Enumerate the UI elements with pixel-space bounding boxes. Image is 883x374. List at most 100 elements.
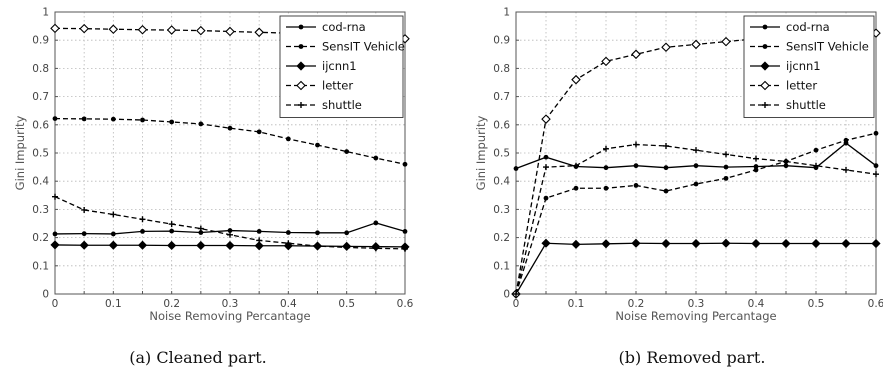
data-point xyxy=(781,238,791,249)
y-tick-label: 0.2 xyxy=(493,232,510,244)
data-point xyxy=(110,231,116,237)
data-point xyxy=(402,228,408,234)
series-cod-rna xyxy=(52,220,408,237)
x-tick-label: 0.2 xyxy=(163,298,180,310)
data-point xyxy=(841,238,851,249)
data-point xyxy=(723,175,729,181)
y-tick-label: 0.8 xyxy=(32,63,49,75)
data-point xyxy=(813,162,819,169)
y-tick-label: 1 xyxy=(503,7,510,19)
data-point xyxy=(254,241,264,251)
x-tick-label: 0.4 xyxy=(280,298,297,310)
data-point xyxy=(603,145,609,152)
data-point xyxy=(50,23,60,34)
y-tick-label: 0 xyxy=(503,289,510,301)
series-ijcnn1 xyxy=(50,240,410,252)
x-tick-label: 0.6 xyxy=(868,298,883,310)
x-axis-label: Noise Removing Percantage xyxy=(149,309,310,323)
data-point xyxy=(137,240,148,250)
data-point xyxy=(52,193,58,200)
legend-label: shuttle xyxy=(322,98,362,112)
data-point xyxy=(285,230,291,235)
data-point xyxy=(843,166,849,173)
y-tick-label: 0.6 xyxy=(32,119,49,131)
data-point xyxy=(601,56,611,67)
data-point xyxy=(197,225,204,232)
data-point xyxy=(873,171,879,178)
y-tick-label: 0 xyxy=(42,289,49,301)
data-point xyxy=(344,149,350,154)
legend-label: letter xyxy=(786,79,817,93)
data-point xyxy=(81,116,87,122)
y-axis-label: Gini Impurity xyxy=(474,115,488,190)
legend-marker xyxy=(760,80,770,91)
data-point xyxy=(169,119,175,125)
x-tick-label: 0.5 xyxy=(338,298,355,310)
data-point xyxy=(139,216,146,223)
data-point xyxy=(631,238,641,248)
data-point xyxy=(315,230,320,236)
data-point xyxy=(723,164,729,170)
data-point xyxy=(169,228,175,234)
x-tick-label: 0 xyxy=(513,298,520,310)
data-point xyxy=(753,164,759,169)
data-point xyxy=(633,141,639,148)
data-point xyxy=(372,245,379,252)
y-tick-label: 0.7 xyxy=(32,91,49,103)
data-point xyxy=(373,155,379,161)
data-point xyxy=(663,188,669,194)
data-point xyxy=(52,231,58,237)
data-point xyxy=(225,26,235,37)
y-tick-label: 1 xyxy=(42,7,49,19)
legend-marker xyxy=(296,80,306,91)
data-point xyxy=(693,147,699,154)
legend-marker xyxy=(296,61,306,71)
data-point xyxy=(198,230,204,235)
x-tick-label: 0.1 xyxy=(568,298,585,310)
legend-label: shuttle xyxy=(786,98,826,112)
x-tick-label: 0.2 xyxy=(628,298,645,310)
data-point xyxy=(691,39,701,50)
legend-marker xyxy=(762,102,768,108)
data-point xyxy=(137,24,148,35)
data-point xyxy=(871,238,881,249)
data-point xyxy=(254,27,264,38)
x-tick-label: 0.4 xyxy=(748,298,765,310)
series-shuttle xyxy=(52,193,408,252)
data-point xyxy=(79,240,89,250)
x-tick-label: 0 xyxy=(52,298,59,310)
y-tick-label: 0.1 xyxy=(32,260,49,272)
legend-label: SensIT Vehicle xyxy=(786,40,869,54)
data-point xyxy=(573,185,579,191)
x-tick-label: 0.6 xyxy=(397,298,414,310)
y-tick-label: 0.8 xyxy=(493,63,510,75)
data-point xyxy=(285,136,291,142)
legend-label: ijcnn1 xyxy=(322,59,357,73)
y-tick-label: 0.4 xyxy=(493,176,510,188)
data-point xyxy=(573,162,579,169)
y-tick-label: 0.9 xyxy=(32,35,49,47)
data-point xyxy=(167,240,177,251)
data-point xyxy=(543,195,549,201)
x-axis-label: Noise Removing Percantage xyxy=(615,309,776,323)
legend-marker xyxy=(298,44,304,49)
data-point xyxy=(256,228,262,234)
legend-marker xyxy=(762,44,768,49)
data-point xyxy=(693,163,699,169)
data-point xyxy=(543,164,549,171)
data-point xyxy=(52,116,58,121)
data-point xyxy=(285,240,292,247)
data-point xyxy=(631,49,641,60)
data-point xyxy=(196,25,206,36)
data-point xyxy=(79,23,89,34)
legend-marker xyxy=(760,61,770,71)
y-tick-label: 0.9 xyxy=(493,35,510,47)
legend-label: cod-rna xyxy=(322,20,366,34)
data-point xyxy=(873,163,879,169)
data-point xyxy=(843,137,849,143)
series-sensit-vehicle xyxy=(52,116,408,167)
data-point xyxy=(225,240,235,251)
data-point xyxy=(541,238,551,248)
data-point xyxy=(373,220,379,226)
